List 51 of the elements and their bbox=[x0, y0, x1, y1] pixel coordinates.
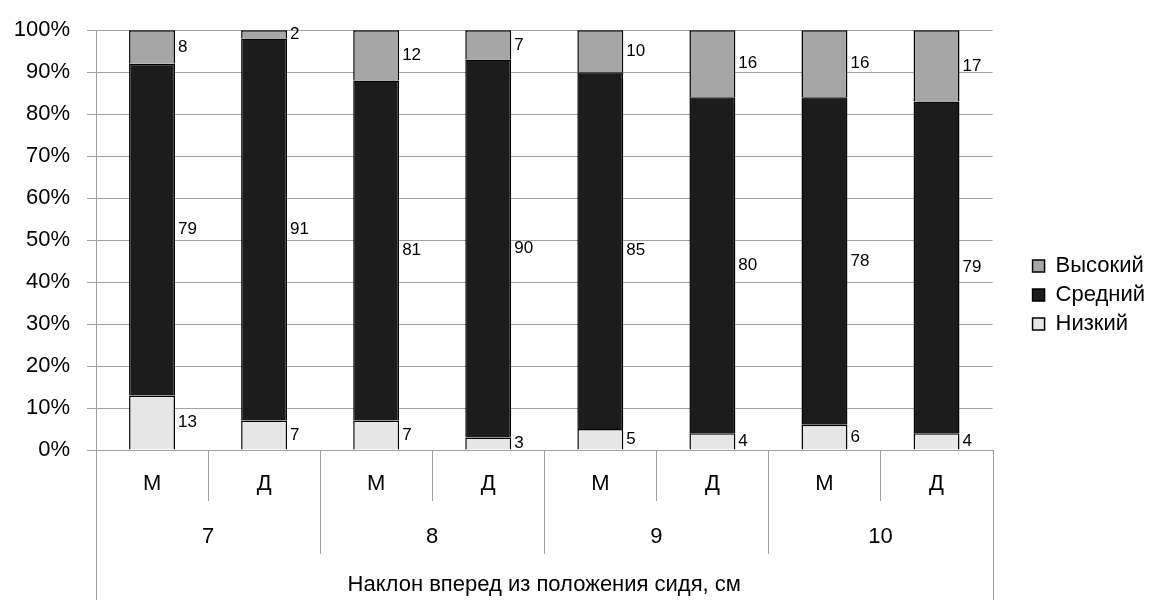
y-tick-label: 70% bbox=[25, 142, 70, 168]
y-tick-label: 0% bbox=[38, 436, 70, 462]
y-tick-label: 10% bbox=[25, 394, 70, 420]
data-label: 12 bbox=[402, 45, 422, 65]
x-tick-label: М bbox=[815, 470, 834, 496]
data-label: 8 bbox=[178, 36, 188, 56]
data-label: 90 bbox=[514, 238, 534, 258]
x-tick-label: Д bbox=[480, 470, 496, 496]
text: 8 bbox=[426, 523, 439, 549]
x-tick-label: М bbox=[142, 470, 162, 496]
data-label: 7 bbox=[290, 424, 300, 444]
y-tick-label: 40% bbox=[25, 268, 70, 294]
data-label: 7 bbox=[402, 424, 412, 444]
data-label: 79 bbox=[178, 219, 197, 239]
y-tick-label: 20% bbox=[25, 352, 70, 378]
y-tick-label: 90% bbox=[25, 58, 70, 84]
text: 10 bbox=[868, 523, 893, 549]
data-label: 80 bbox=[738, 254, 758, 274]
legend-label: Высокий bbox=[1055, 252, 1144, 278]
x-tick-label: Д bbox=[704, 470, 720, 496]
data-label: 78 bbox=[850, 250, 870, 270]
y-tick-label: 100% bbox=[13, 16, 70, 42]
data-label: 5 bbox=[626, 428, 636, 448]
x-tick-label: Д bbox=[929, 470, 945, 496]
text: 9 bbox=[650, 523, 663, 549]
text: 7 bbox=[201, 523, 215, 549]
data-label: 17 bbox=[962, 55, 982, 75]
data-label: 4 bbox=[738, 431, 748, 451]
y-tick-label: 60% bbox=[25, 184, 70, 210]
legend-label: Низкий bbox=[1055, 310, 1129, 336]
x-tick-label: М bbox=[591, 470, 610, 496]
data-label: 13 bbox=[178, 412, 197, 432]
x-axis-title: Наклон вперед из положения сидя, см bbox=[347, 570, 741, 596]
data-label: 10 bbox=[626, 40, 646, 60]
data-label: 81 bbox=[402, 240, 422, 260]
data-label: 16 bbox=[738, 53, 758, 73]
y-tick-label: 30% bbox=[25, 310, 70, 336]
data-label: 16 bbox=[850, 53, 870, 73]
data-label: 85 bbox=[626, 240, 646, 260]
data-label: 6 bbox=[850, 426, 860, 446]
legend-label: Средний bbox=[1055, 281, 1146, 307]
data-label: 2 bbox=[290, 24, 300, 44]
y-tick-label: 80% bbox=[25, 100, 70, 126]
data-label: 79 bbox=[962, 257, 982, 277]
x-tick-label: М bbox=[367, 470, 386, 496]
data-label: 91 bbox=[290, 219, 309, 239]
x-tick-label: Д bbox=[256, 470, 272, 496]
data-label: 3 bbox=[514, 433, 524, 453]
data-label: 4 bbox=[962, 431, 972, 451]
y-tick-label: 50% bbox=[25, 226, 70, 252]
data-label: 7 bbox=[514, 34, 524, 54]
